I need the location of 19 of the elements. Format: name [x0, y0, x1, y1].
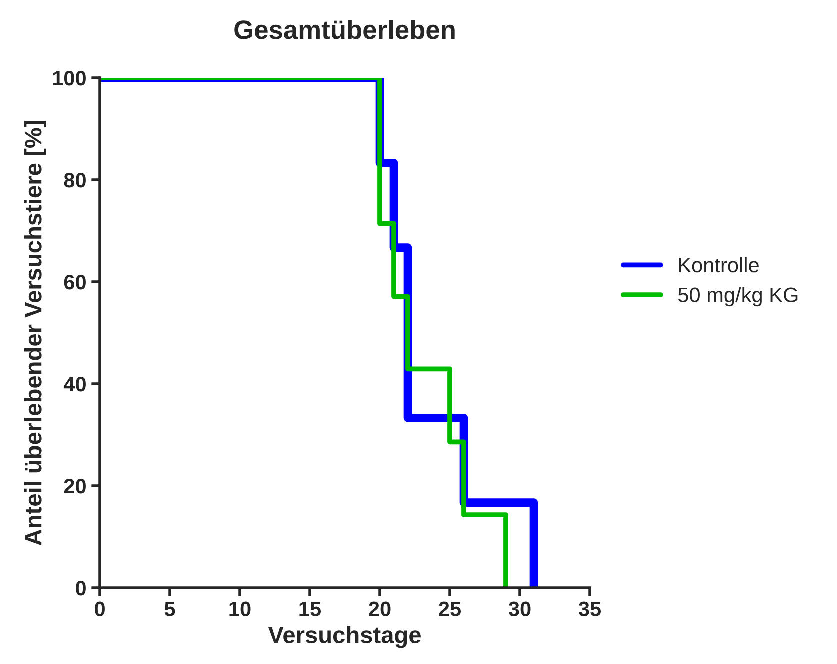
x-tick-label: 25: [439, 602, 462, 616]
legend-label: Kontrolle: [679, 257, 759, 273]
y-tick-label: 60: [64, 275, 86, 290]
y-axis-title: Anteil überlebender Versuchstiere [%]: [24, 121, 46, 546]
x-tick-label: 20: [369, 602, 391, 616]
y-tick-label: 80: [64, 173, 86, 188]
x-axis-title: Versuchstage: [268, 626, 421, 648]
y-tick-label: 0: [76, 581, 86, 596]
x-tick-label: 5: [164, 602, 176, 616]
x-tick-label: 10: [230, 602, 251, 616]
y-tick-label: 100: [53, 71, 86, 86]
y-tick-label: 40: [64, 377, 86, 392]
x-tick-label: 30: [508, 602, 531, 617]
chart-title: Gesamtüberleben: [234, 20, 455, 40]
legend-label: 50 mg/kg KG: [678, 287, 798, 307]
y-tick-label: 20: [64, 479, 86, 494]
x-tick-label: 35: [578, 602, 602, 617]
x-tick-label: 0: [95, 602, 105, 616]
x-tick-label: 15: [300, 602, 322, 616]
